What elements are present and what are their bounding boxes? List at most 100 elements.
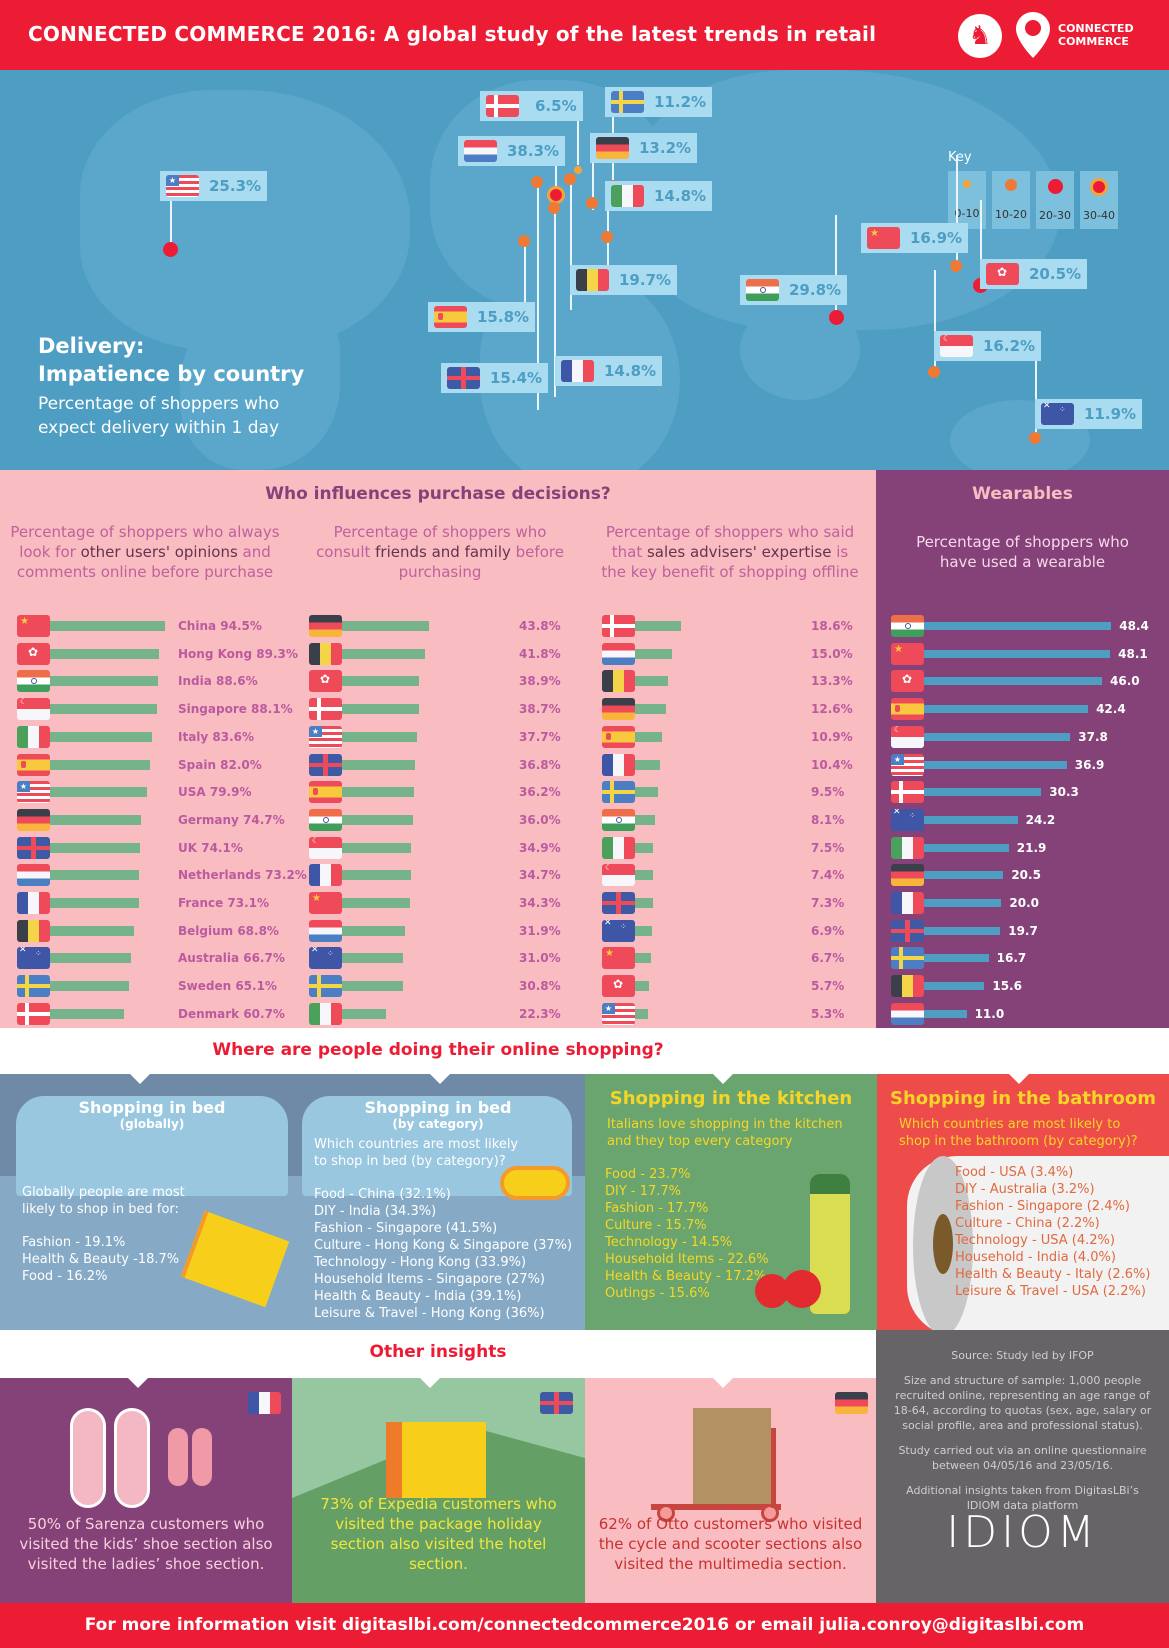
bar-row-australia: ✕ ⁘ <box>17 947 132 970</box>
bed-global-intro: Globally people are most likely to shop … <box>22 1185 185 1217</box>
bar-value-label: 20.5 <box>1011 868 1041 883</box>
bar <box>635 953 652 964</box>
bar-value-label: 11.0 <box>974 1006 1005 1021</box>
list-item: Health & Beauty - 17.2% <box>605 1269 767 1284</box>
bar-value-label: 46.0 <box>1110 674 1140 689</box>
belgium-flag-icon <box>17 919 50 942</box>
hk-flag-icon: ✿ <box>309 670 342 693</box>
belgium-flag-icon <box>602 670 635 693</box>
bar-row-hk: ✿ <box>309 670 420 693</box>
denmark-flag-icon <box>891 781 924 804</box>
map-flag-singapore: ☾ 16.2% <box>934 331 1042 361</box>
insight-germany-text: 62% of Otto customers who visited the cy… <box>598 1515 863 1573</box>
bar-row-singapore: ☾ <box>891 725 1071 748</box>
belgium-flag-icon <box>891 975 924 998</box>
netherlands-flag-icon <box>17 864 50 887</box>
sweden-flag-icon <box>309 975 342 998</box>
bar-value-label: 22.3% <box>519 1006 561 1021</box>
bar <box>924 926 1001 935</box>
map-subtitle: Percentage of shoppers who expect delive… <box>38 394 280 438</box>
france-flag-icon <box>561 360 594 382</box>
bar-value-label: 9.5% <box>811 785 845 800</box>
bar <box>924 649 1111 658</box>
australia-flag-icon: ✕ ⁘ <box>17 947 50 970</box>
bar-value-label: Sweden 65.1% <box>178 979 277 994</box>
book-icon <box>180 1210 290 1308</box>
kitchen-list: Food - 23.7% DIY - 17.7% Fashion - 17.7% Cu… <box>605 1166 769 1302</box>
bar-row-spain <box>17 753 151 776</box>
bar-value-label: USA 79.9% <box>178 785 252 800</box>
bar-value-label: 7.4% <box>811 868 845 883</box>
footer-contact[interactable]: For more information visit digitaslbi.co… <box>0 1603 1169 1648</box>
bar-value-label: 36.0% <box>519 812 561 827</box>
brand-logo-text: CONNECTED COMMERCE <box>1058 22 1134 48</box>
bar-value-label: 20.0 <box>1009 896 1039 910</box>
bar-row-hk: ✿ <box>17 642 159 665</box>
bar-value-label: 43.8% <box>519 619 561 633</box>
bar <box>342 731 417 742</box>
map-flag-belgium: 19.7% <box>570 265 678 295</box>
spain-flag-icon <box>891 698 924 721</box>
list-item: DIY - 17.7% <box>605 1184 682 1199</box>
bar-value-label: 21.9 <box>1016 840 1047 855</box>
bar <box>50 731 152 742</box>
bar <box>342 898 410 908</box>
bar <box>635 1008 648 1019</box>
china-flag-icon: ★ <box>309 892 342 914</box>
bar-row-india <box>602 808 655 831</box>
spain-flag-icon <box>602 725 635 748</box>
bar-row-italy <box>17 725 152 748</box>
bar <box>635 648 672 659</box>
bar-row-usa: ★ <box>17 781 148 804</box>
bar-row-hk: ✿ <box>602 975 649 998</box>
bed-global-list: Fashion - 19.1% Health & Beauty -18.7% Foo… <box>22 1234 179 1285</box>
uk-flag-icon <box>540 1392 573 1414</box>
bar-row-uk <box>891 919 1001 942</box>
bar <box>635 870 654 881</box>
bar <box>924 871 1004 880</box>
bar-value-label: 15.0% <box>811 646 853 661</box>
wearables-title: Wearables <box>972 484 1073 504</box>
bar-value-label: 42.4 <box>1096 702 1126 717</box>
bar <box>924 732 1071 741</box>
influence-section: Who influences purchase decisions? Perce… <box>0 470 876 1028</box>
bar-value-label: 12.6% <box>811 702 853 717</box>
bar-value-label: 31.9% <box>519 923 561 938</box>
bar <box>635 676 668 687</box>
bathroom-list: Food - USA (3.4%) DIY - Australia (3.2%) F… <box>955 1164 1150 1300</box>
denmark-flag-icon <box>602 615 635 637</box>
list-item: Health & Beauty - Italy (2.6%) <box>955 1267 1151 1282</box>
germany-flag-icon <box>17 808 50 831</box>
list-item: Fashion - 19.1% <box>22 1235 126 1250</box>
bar-row-sweden <box>17 975 130 998</box>
list-item: DIY - India (34.3%) <box>314 1204 437 1219</box>
shoes-icon-2 <box>114 1408 150 1508</box>
usa-flag-icon: ★ <box>166 175 199 197</box>
bar-value-label: Belgium 68.8% <box>178 923 279 938</box>
sweden-flag-icon <box>17 975 50 998</box>
germany-flag-icon <box>835 1392 868 1414</box>
list-item: Food - 23.7% <box>605 1167 691 1182</box>
bar <box>342 1008 387 1019</box>
spain-flag-icon <box>309 781 342 804</box>
bar-row-italy <box>602 836 654 859</box>
italy-flag-icon <box>309 1002 342 1025</box>
bar-value-label: 37.8 <box>1078 729 1108 744</box>
bar <box>50 842 141 853</box>
bar <box>924 677 1103 686</box>
map-flag-australia: ✕ ⁘ 11.9% <box>1035 399 1143 429</box>
netherlands-flag-icon <box>891 1002 924 1025</box>
belgium-flag-icon <box>309 642 342 665</box>
bar <box>50 1008 125 1019</box>
bar-value-label: 16.7 <box>996 951 1027 966</box>
map-flag-uk: 15.4% <box>441 363 549 393</box>
list-item: Culture - China (2.2%) <box>955 1216 1100 1231</box>
bar-row-france <box>309 864 411 887</box>
bar-value-label: 36.2% <box>519 785 561 800</box>
bar <box>924 815 1018 824</box>
bar <box>50 953 132 964</box>
bar <box>50 814 142 825</box>
bar-row-france <box>891 892 1002 914</box>
singapore-flag-icon: ☾ <box>891 725 924 748</box>
key-30-40: 30-40 <box>1080 171 1118 229</box>
